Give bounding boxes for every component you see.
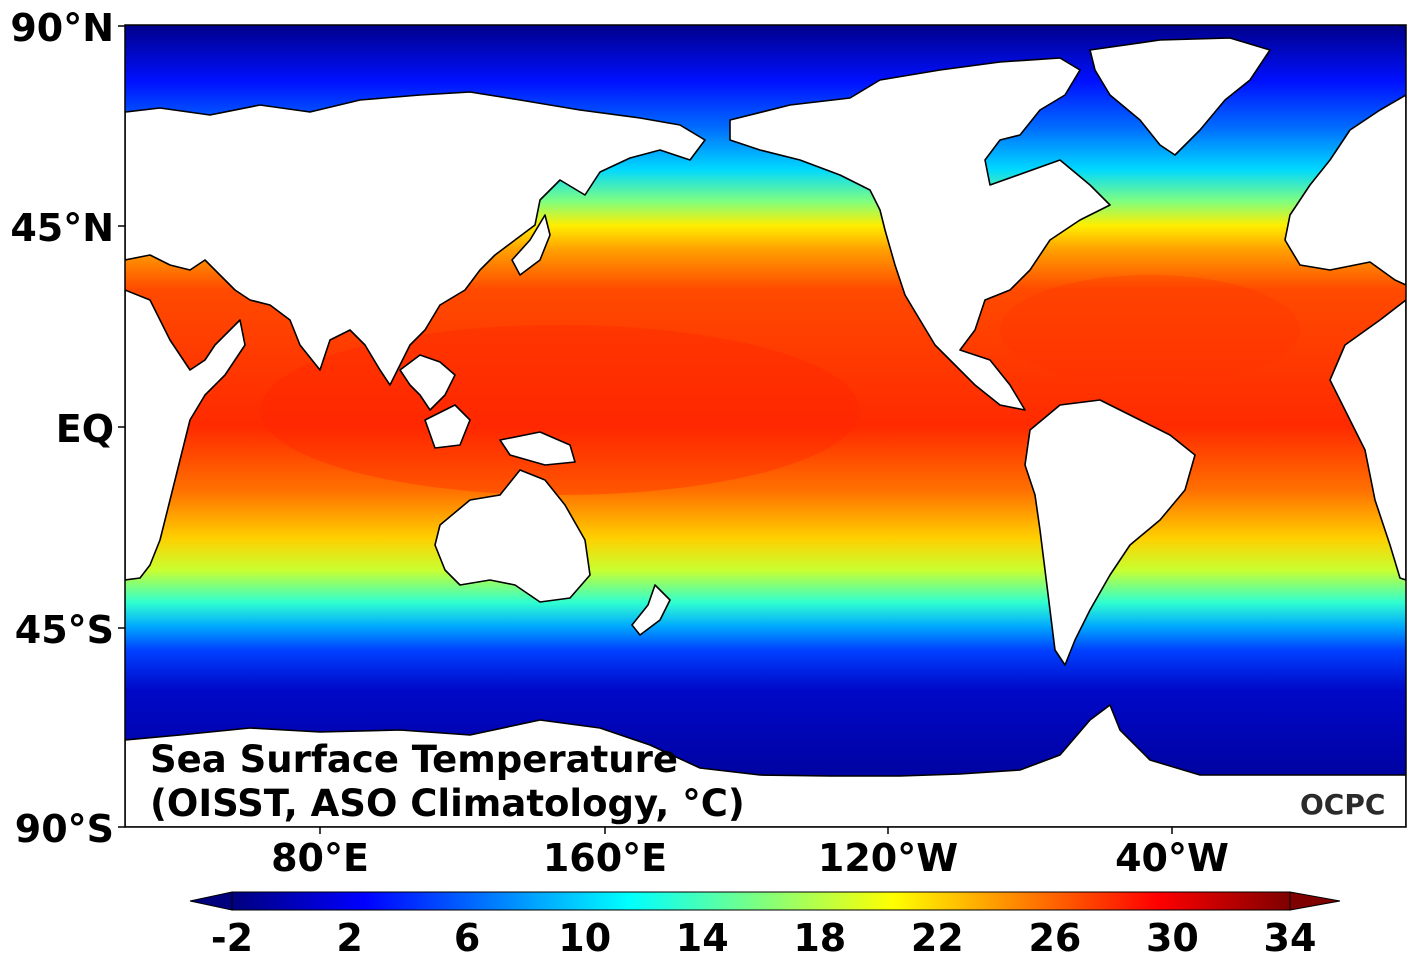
colorbar-tick-label: -2 xyxy=(211,916,253,960)
lat-label-90s: 90°S xyxy=(15,807,114,851)
colorbar-extend-high xyxy=(1289,891,1341,911)
colorbar-tick-label: 10 xyxy=(558,916,611,960)
land-new-guinea xyxy=(499,431,576,466)
ocpc-logo-text: OCPC xyxy=(1300,788,1385,821)
map-area xyxy=(125,25,1406,827)
lat-axis: 90°N 45°N EQ 45°S 90°S xyxy=(10,6,125,851)
lon-label-160e: 160°E xyxy=(543,836,667,880)
lon-label-80e: 80°E xyxy=(271,836,369,880)
colorbar-tick-label: 30 xyxy=(1146,916,1199,960)
colorbar-tick-label: 34 xyxy=(1264,916,1317,960)
land-south-america xyxy=(1024,399,1196,666)
ocpc-logo: OCPC xyxy=(1300,788,1385,821)
lon-axis: 80°E 160°E 120°W 40°W xyxy=(271,827,1229,880)
land-greenland xyxy=(1089,37,1271,156)
colorbar-tick-label: 2 xyxy=(336,916,362,960)
land-north-america xyxy=(729,57,1111,411)
land-new-zealand xyxy=(631,584,671,636)
colorbar-extend-low xyxy=(189,891,233,911)
land-antarctica xyxy=(125,704,1406,827)
colorbar-tick-label: 26 xyxy=(1028,916,1081,960)
land-africa xyxy=(125,289,246,581)
colorbar: -2 2 6 10 14 18 22 26 30 34 xyxy=(189,891,1341,960)
map-frame xyxy=(124,24,1407,828)
colorbar-tick-label: 14 xyxy=(676,916,729,960)
land-australia xyxy=(434,469,591,603)
map-title-line1: Sea Surface Temperature xyxy=(150,738,678,781)
lat-label-eq: EQ xyxy=(56,407,114,451)
colorbar-ticks: -2 2 6 10 14 18 22 26 30 34 xyxy=(211,916,1317,960)
land-borneo xyxy=(424,404,471,449)
land-west-africa xyxy=(1329,299,1406,581)
colorbar-tick-label: 18 xyxy=(793,916,846,960)
land-europe xyxy=(1284,94,1406,286)
land-southeast-asia xyxy=(399,354,456,411)
lat-label-90n: 90°N xyxy=(10,6,114,50)
land-japan xyxy=(511,214,551,276)
lon-label-40w: 40°W xyxy=(1115,836,1229,880)
colorbar-body xyxy=(231,891,1291,911)
warm-pool xyxy=(260,325,860,495)
colorbar-tick-label: 22 xyxy=(911,916,964,960)
lon-label-120w: 120°W xyxy=(818,836,958,880)
atlantic-warm xyxy=(1000,275,1300,385)
map-title-line2: (OISST, ASO Climatology, °C) xyxy=(150,782,745,825)
lat-label-45n: 45°N xyxy=(10,206,114,250)
land-masses xyxy=(125,37,1406,827)
lat-label-45s: 45°S xyxy=(15,608,114,652)
colorbar-tick-label: 6 xyxy=(454,916,480,960)
land-eurasia xyxy=(125,91,706,386)
